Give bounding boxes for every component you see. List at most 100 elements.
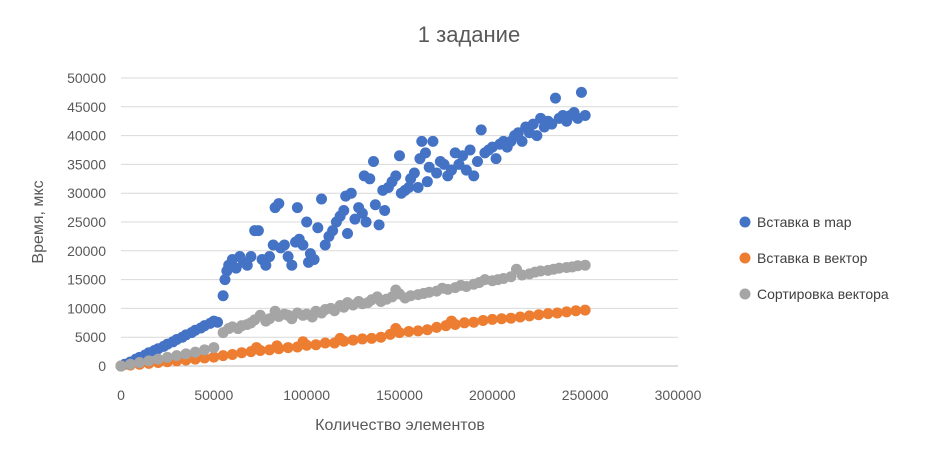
data-point — [124, 358, 136, 370]
data-point — [505, 312, 517, 324]
data-point — [412, 325, 424, 337]
data-point — [505, 271, 517, 283]
data-point — [490, 153, 502, 165]
data-point — [453, 158, 465, 170]
data-point — [368, 156, 380, 168]
data-point — [579, 304, 591, 316]
legend-marker — [739, 288, 751, 300]
data-point — [360, 216, 372, 228]
data-point — [264, 313, 276, 325]
data-point — [431, 321, 443, 333]
data-point — [375, 331, 387, 343]
data-point — [468, 316, 480, 328]
data-point — [254, 344, 266, 356]
data-point — [260, 259, 272, 271]
data-point — [579, 109, 591, 121]
data-point — [408, 167, 420, 179]
data-point — [531, 130, 543, 142]
data-point — [208, 342, 220, 354]
x-tick-label: 0 — [117, 387, 125, 403]
legend-entry: Сортировка вектора — [757, 286, 889, 302]
data-point — [301, 216, 313, 228]
y-tick-label: 15000 — [67, 272, 106, 288]
x-tick-label: 100000 — [283, 387, 330, 403]
data-point — [427, 135, 439, 147]
y-tick-label: 20000 — [67, 243, 106, 259]
y-tick-label: 0 — [98, 358, 106, 374]
data-point — [533, 309, 545, 321]
data-point — [208, 351, 220, 363]
y-axis-label: Время, мкс — [30, 180, 47, 263]
data-point — [245, 251, 257, 263]
data-point — [403, 325, 415, 337]
data-point — [282, 342, 294, 354]
data-point — [282, 251, 294, 263]
data-point — [449, 319, 461, 331]
data-point — [241, 259, 253, 271]
data-point — [152, 353, 164, 365]
data-point — [464, 144, 476, 156]
data-point — [356, 207, 368, 219]
data-point — [345, 187, 357, 199]
data-point — [486, 313, 498, 325]
legend-entry: Вставка в вектор — [757, 250, 868, 266]
data-point — [310, 339, 322, 351]
series-1 — [115, 304, 591, 372]
data-point — [390, 170, 402, 182]
y-tick-label: 35000 — [67, 156, 106, 172]
data-point — [199, 344, 211, 356]
data-point — [161, 351, 173, 363]
data-point — [226, 348, 238, 360]
data-point — [496, 313, 508, 325]
data-point — [312, 222, 324, 234]
data-point — [297, 239, 309, 251]
data-point — [431, 167, 443, 179]
data-point — [412, 181, 424, 193]
data-point — [278, 239, 290, 251]
y-tick-label: 40000 — [67, 128, 106, 144]
data-point — [171, 350, 183, 362]
data-point — [475, 124, 487, 136]
data-points — [115, 86, 591, 372]
data-point — [369, 199, 381, 211]
data-point — [342, 228, 354, 240]
data-point — [561, 306, 573, 318]
data-point — [134, 357, 146, 369]
data-point — [419, 147, 431, 159]
x-tick-label: 150000 — [376, 387, 423, 403]
data-point — [366, 332, 378, 344]
data-point — [189, 346, 201, 358]
data-point — [349, 213, 361, 225]
data-point — [199, 352, 211, 364]
series-2 — [115, 259, 591, 372]
y-axis-ticks: 0 5000 10000 15000 20000 25000 30000 35000 40000… — [67, 70, 106, 374]
data-point — [523, 310, 535, 322]
gridlines — [121, 77, 678, 367]
data-point — [143, 355, 155, 367]
data-point — [356, 333, 368, 345]
data-point — [217, 350, 229, 362]
data-point — [551, 307, 563, 319]
data-point — [516, 135, 528, 147]
data-point — [212, 316, 224, 328]
x-tick-label: 300000 — [655, 387, 702, 403]
data-point — [512, 127, 524, 139]
data-point — [471, 156, 483, 168]
data-point — [477, 314, 489, 326]
data-point — [236, 347, 248, 359]
data-point — [364, 173, 376, 185]
y-tick-label: 30000 — [67, 185, 106, 201]
data-point — [423, 161, 435, 173]
data-point — [319, 239, 331, 251]
x-tick-label: 200000 — [469, 387, 516, 403]
legend-marker — [739, 216, 751, 228]
data-point — [546, 118, 558, 130]
data-point — [273, 198, 285, 210]
data-point — [373, 219, 385, 231]
data-point — [570, 305, 582, 317]
data-point — [527, 118, 539, 130]
legend-entry: Вставка в map — [757, 214, 852, 230]
data-point — [579, 259, 591, 271]
data-point — [286, 259, 298, 271]
